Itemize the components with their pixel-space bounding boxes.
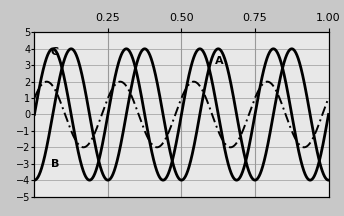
Text: A: A [215,56,224,66]
Text: C: C [51,47,59,57]
Text: B: B [51,159,59,169]
